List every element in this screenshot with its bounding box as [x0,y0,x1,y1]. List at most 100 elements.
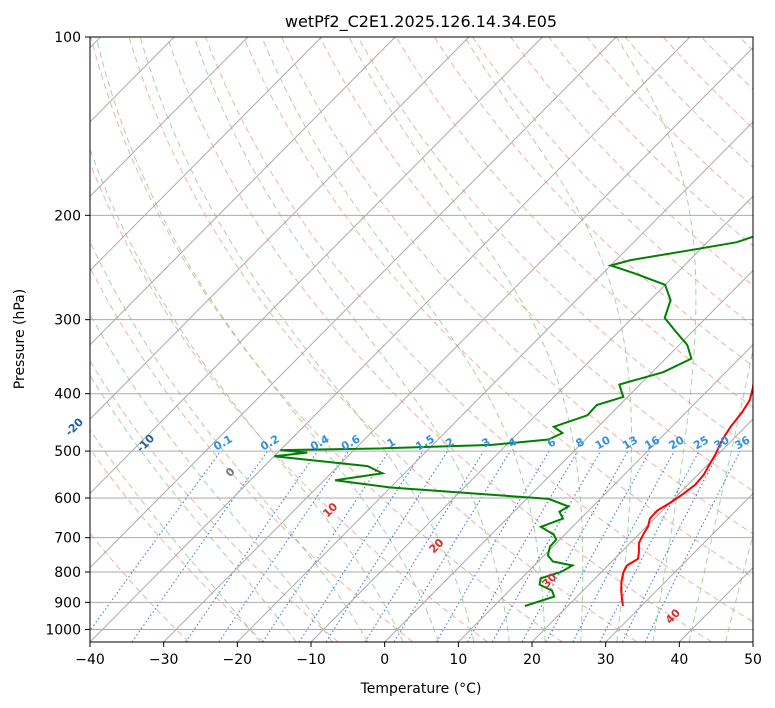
mixing-ratio-line [262,450,390,642]
y-tick-label: 900 [54,595,81,611]
isotherm-line [384,269,753,642]
plot-frame [89,36,754,643]
dry-adiabat-label: 40 [663,606,683,626]
dry-adiabat-line [662,37,753,129]
mixing-ratio-line [185,450,319,642]
mixing-ratio-line [325,450,449,642]
y-tick-label: 400 [54,387,81,403]
dry-adiabat-line [472,37,753,327]
mixing-ratio-label: 10 [593,433,613,452]
isotherm-line [90,37,322,272]
mixing-ratio-label: 1.5 [413,432,436,453]
dry-adiabat-line [319,37,753,492]
dry-adiabat-line [90,532,190,642]
mixing-ratio-line [599,450,700,642]
moist-adiabat-line [90,240,369,642]
dry-adiabat-line [90,37,563,642]
isotherm-line [90,37,543,495]
x-tick-label: 40 [670,652,688,668]
mixing-ratio-label: 6 [545,435,558,450]
isotherm-line [531,418,753,642]
mixing-ratio-label: 8 [574,435,587,450]
dry-adiabat-line [433,37,753,367]
mixing-ratio-label: 0.6 [339,432,363,453]
isotherm-line [90,37,691,642]
moist-adiabat-line [90,312,333,642]
dry-adiabat-line [204,37,753,623]
y-tick-label: 200 [54,208,81,224]
series-layer [274,235,753,607]
y-tick-label: 800 [54,565,81,581]
mixing-ratio-line [521,450,629,642]
dry-adiabat-line [357,37,753,450]
mixing-ratio-line [90,450,222,632]
moist-adiabat-line [615,37,697,642]
isotherm-line [752,641,753,642]
isotherm-line [236,121,753,642]
isotherm-line [90,37,470,420]
moist-adiabat-line [95,37,439,642]
moist-adiabat-line [725,533,753,642]
mixing-ratio-line [621,450,720,642]
mixing-ratio-label: 0.1 [211,432,234,453]
isotherm-line [90,37,617,569]
mixing-ratio-label: 0.2 [258,432,281,453]
temperature-trace [620,378,753,607]
dry-adiabat-line [739,37,753,52]
moist-adiabat-line [261,37,546,642]
dry-adiabat-line [243,37,753,579]
isotherm-line [90,37,396,346]
moist-adiabat-line [90,428,261,642]
moist-adiabat-line [193,37,510,642]
isotherm-line [457,344,753,642]
mixing-ratio-label: 2 [443,435,456,450]
x-tick-label: −30 [149,652,179,668]
isotherm-line [163,46,753,642]
x-tick-label: −20 [223,652,253,668]
mixing-ratio-line [364,450,485,642]
moist-adiabat-line [688,347,753,642]
mixing-ratio-line [545,450,651,642]
y-axis-title: Pressure (hPa) [12,289,28,389]
mixing-ratio-line [491,450,601,642]
axis-layer: −40 −30 −20 −10 0 10 20 30 40 50 100 200 300 400 500 6 0… [45,30,762,668]
dry-adiabat-line [90,266,414,642]
x-tick-label: 0 [380,652,389,668]
mixing-ratio-label: 30 [712,433,732,452]
moist-adiabat-line [348,37,584,642]
dry-adiabat-line [510,37,753,287]
mixing-ratio-line [572,450,675,642]
y-tick-label: 300 [54,313,81,329]
isotherm-line [310,195,753,642]
y-tick-label: 700 [54,531,81,547]
isotherm-line [90,37,249,197]
dry-adiabat-label: -30 [0,373,3,396]
dry-adiabat-line [281,37,753,535]
x-tick-label: 20 [523,652,541,668]
isotherm-line [605,492,753,642]
x-tick-label: 50 [744,652,762,668]
dry-adiabat-line [90,161,488,642]
grid-layer [90,37,753,642]
dry-adiabat-line [90,447,264,642]
mixing-ratio-label: 13 [620,433,640,452]
y-tick-label: 500 [54,444,81,460]
mixing-ratio-line [435,450,550,642]
y-tick-label: 1000 [45,622,81,638]
x-tick-label: −10 [296,652,326,668]
isotherm-line [678,566,753,642]
moist-adiabat-line [90,374,297,642]
mixing-ratio-line [298,450,424,642]
moist-adiabat-line [90,147,404,642]
y-tick-label: 100 [54,30,81,46]
mixing-ratio-line [644,450,741,642]
dry-adiabat-line [128,37,638,642]
x-tick-label: 10 [449,652,467,668]
dry-adiabat-line [166,37,712,642]
x-tick-label: −40 [75,652,105,668]
dry-adiabat-label: 20 [427,536,447,556]
dry-adiabat-line [395,37,753,408]
dry-adiabat-line [90,360,339,642]
mixing-ratio-label: 16 [642,433,662,452]
